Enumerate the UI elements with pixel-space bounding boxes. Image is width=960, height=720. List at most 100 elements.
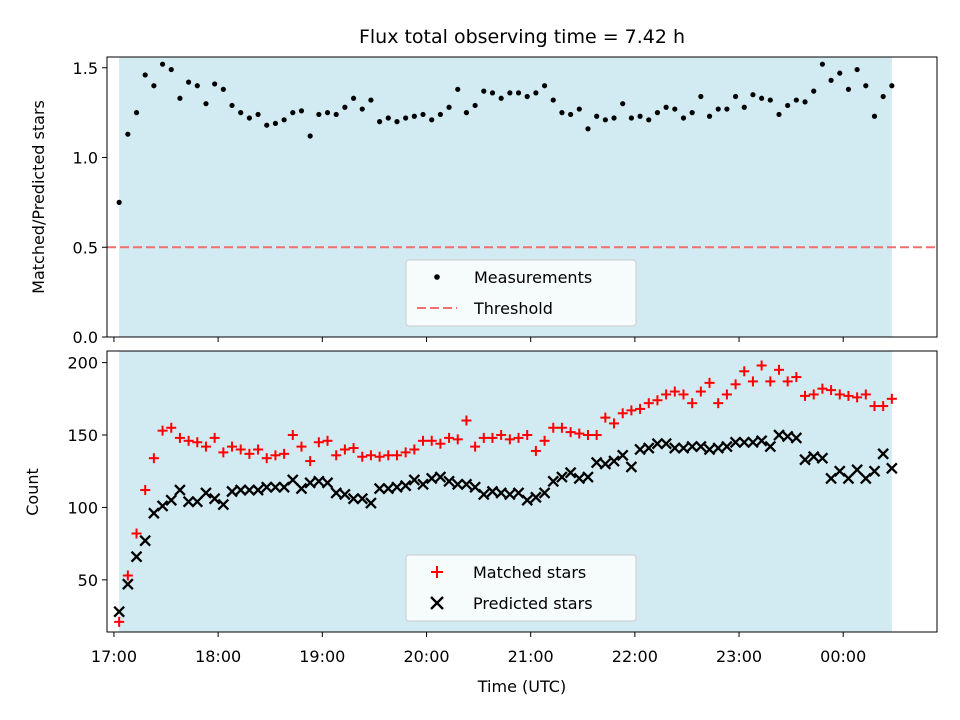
measurement-point	[212, 81, 218, 87]
predicted-star-point	[747, 436, 759, 449]
matched-star-point	[504, 434, 515, 445]
measurement-point	[455, 86, 461, 92]
measurement-point	[472, 102, 478, 109]
matched-star-point	[765, 376, 776, 387]
top-y-axis: 0.0 0.5 1.0 1.5	[73, 59, 107, 347]
measurement-point	[576, 106, 582, 112]
measurement-point	[350, 95, 357, 101]
matched-star-point	[313, 437, 324, 448]
matched-star-point	[435, 438, 446, 449]
measurement-point	[394, 119, 400, 125]
bottom-y-axis-label: Count	[23, 468, 42, 516]
matched-star-point	[452, 434, 463, 445]
matched-star-point	[695, 386, 706, 397]
measurement-point	[837, 70, 843, 76]
measurement-point	[880, 93, 886, 100]
predicted-star-point	[356, 492, 369, 505]
predicted-star-point	[712, 442, 725, 454]
matched-star-point	[357, 451, 368, 462]
predicted-star-point	[156, 500, 169, 512]
matched-star-point	[470, 441, 481, 452]
bottom-points	[113, 360, 898, 627]
predicted-star-point	[217, 498, 230, 511]
predicted-star-point	[564, 466, 577, 479]
predicted-star-point	[286, 474, 299, 486]
measurement-point	[437, 111, 443, 118]
measurement-point	[811, 88, 817, 94]
bottom-y-axis: 50 100 150 200	[67, 354, 107, 590]
matched-star-point	[192, 437, 203, 448]
measurement-point	[793, 97, 799, 103]
bottom-x-tick-label: 17:00	[91, 647, 137, 666]
measurement-point	[463, 110, 470, 116]
matched-star-point	[305, 456, 316, 467]
measurement-point	[637, 113, 643, 119]
measurement-point	[116, 199, 122, 205]
predicted-star-point	[295, 482, 308, 495]
measurement-point	[628, 115, 634, 121]
predicted-star-point	[790, 432, 803, 444]
matched-star-point	[739, 366, 750, 377]
matched-star-point	[478, 432, 489, 443]
predicted-star-point	[703, 443, 716, 456]
predicted-star-point	[260, 481, 273, 493]
predicted-star-point	[877, 448, 889, 460]
predicted-star-point	[651, 437, 664, 450]
predicted-star-point	[807, 450, 820, 463]
bottom-x-axis: 17:00 18:00 19:00 20:00 21:00 22:00 23:00 00:00	[91, 632, 866, 666]
bottom-x-tick-label: 21:00	[508, 647, 554, 666]
matched-star-point	[374, 451, 385, 462]
top-panel: 0.0 0.5 1.0 1.5 Matched/Predicted stars Mea…	[29, 56, 938, 347]
matched-star-point	[513, 432, 524, 443]
bottom-y-tick-label: 150	[67, 426, 98, 445]
matched-star-point	[669, 386, 680, 397]
predicted-star-point	[547, 475, 560, 488]
predicted-star-point	[842, 472, 855, 485]
matched-star-point	[791, 372, 802, 383]
predicted-star-point	[200, 487, 212, 499]
matched-star-point	[444, 432, 455, 443]
predicted-star-point	[486, 485, 499, 498]
predicted-star-point	[625, 461, 638, 473]
bottom-x-tick-label: 19:00	[299, 647, 345, 666]
predicted-star-point	[721, 440, 733, 453]
bottom-x-axis-label: Time (UTC)	[477, 677, 566, 696]
matched-star-point	[322, 435, 333, 446]
matched-star-point	[782, 376, 793, 387]
top-y-axis-label: Matched/Predicted stars	[29, 100, 48, 294]
matched-star-point	[609, 418, 620, 429]
matched-star-point	[209, 432, 220, 443]
measurement-point	[741, 104, 747, 110]
predicted-star-point	[373, 482, 386, 495]
predicted-star-point	[886, 462, 898, 475]
matched-star-point	[808, 389, 819, 400]
legend-marker-measurements	[434, 274, 440, 280]
predicted-star-point	[755, 434, 768, 447]
predicted-star-point	[182, 495, 195, 508]
predicted-star-point	[434, 471, 447, 483]
bottom-y-tick-label: 200	[67, 354, 98, 373]
legend-label-predicted-stars: Predicted stars	[473, 594, 593, 613]
predicted-star-point	[773, 429, 785, 441]
matched-star-point	[253, 444, 264, 455]
predicted-star-point	[608, 455, 620, 467]
predicted-star-point	[313, 475, 325, 488]
matched-star-point	[418, 435, 429, 446]
measurement-point	[828, 77, 834, 83]
measurement-point	[429, 117, 435, 123]
bottom-panel: 50 100 150 200 17:00 18:00 19:00 20:00 21:00 22:…	[23, 350, 938, 696]
predicted-star-point	[590, 456, 603, 469]
matched-star-point	[773, 364, 784, 375]
predicted-star-point	[339, 488, 351, 501]
predicted-star-point	[851, 463, 863, 476]
measurement-point	[594, 113, 600, 119]
matched-star-point	[261, 453, 272, 464]
bottom-legend: Matched stars Predicted stars	[405, 554, 637, 622]
predicted-star-point	[634, 443, 646, 456]
measurement-point	[602, 117, 608, 123]
predicted-star-point	[399, 479, 412, 492]
matched-star-point	[539, 435, 550, 446]
predicted-star-point	[521, 494, 534, 507]
bottom-y-tick-label: 50	[78, 571, 98, 590]
